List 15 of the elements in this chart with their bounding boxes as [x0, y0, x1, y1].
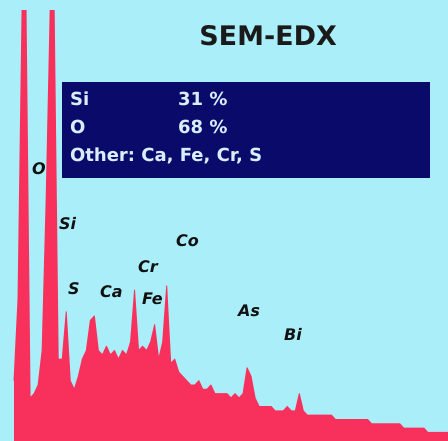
annotation: Si: [59, 214, 77, 234]
annotation: Ca: [100, 282, 123, 302]
annotation: Bi: [284, 325, 302, 344]
annotation: As: [236, 301, 260, 320]
annotation: O: [70, 117, 86, 138]
annotation: Si: [70, 89, 90, 110]
annotation: 31 %: [178, 89, 228, 110]
annotation: Cr: [138, 257, 159, 276]
annotation: Fe: [142, 289, 163, 308]
annotation: O: [32, 159, 46, 178]
annotation: Other: Ca, Fe, Cr, S: [70, 145, 262, 166]
annotation: Co: [176, 231, 199, 250]
annotation: 68 %: [178, 117, 228, 138]
chart-title: SEM-EDX: [199, 21, 337, 52]
annotation: S: [68, 279, 80, 298]
